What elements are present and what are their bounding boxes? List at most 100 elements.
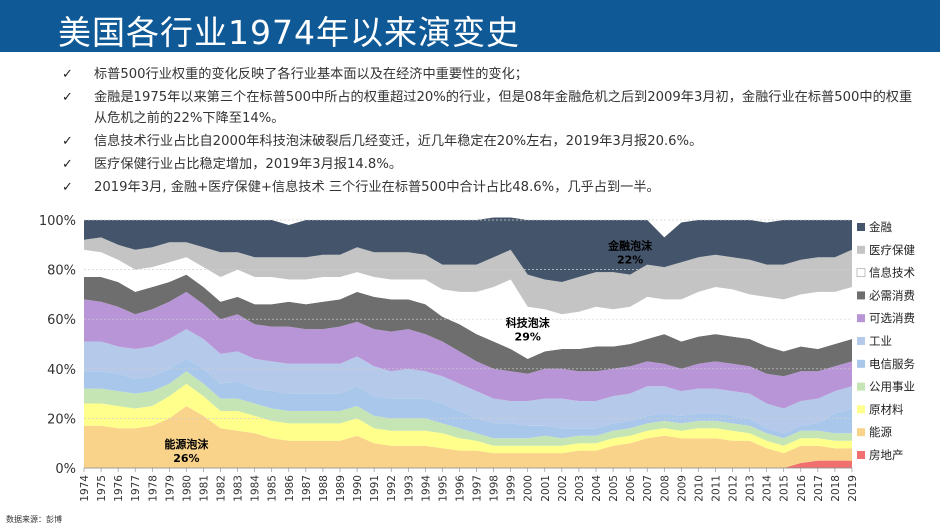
x-tick-label: 2008 [659,475,671,502]
series-area-5 [84,329,852,434]
x-tick-label: 1999 [506,475,518,502]
x-tick-label: 1975 [96,475,108,502]
legend-label: 医疗保健 [869,243,915,257]
x-tick-label: 1990 [352,475,364,502]
series-area-7 [84,274,852,377]
legend-swatch [857,359,865,368]
check-icon: ✓ [62,134,73,149]
annotation-label: 能源泡沫 [164,437,209,451]
x-tick-label: 2000 [523,475,535,502]
legend-label: 工业 [869,334,892,348]
legend-label: 可选消费 [869,311,915,325]
x-tick-label: 2002 [557,475,569,502]
page-title: 美国各行业1974年以来演变史 [58,13,520,52]
legend-label: 能源 [869,425,892,439]
bullet-item: ✓ 金融是1975年以来第三个在标普500中所占的权重超过20%的行业，但是08… [62,87,922,129]
x-tick-label: 2003 [574,475,586,502]
y-tick-label: 20% [47,412,76,427]
x-tick-label: 1976 [113,475,125,502]
annotation-value: 26% [173,452,199,465]
legend-label: 必需消费 [869,288,915,302]
x-tick-label: 2016 [796,475,808,502]
x-tick-label: 1974 [79,475,91,502]
bullet-text: 医疗保健行业占比稳定增加，2019年3月报14.8%。 [94,157,403,172]
legend-swatch [857,428,865,437]
x-tick-label: 2009 [676,475,688,502]
legend-swatch [857,245,865,254]
bullet-text: 信息技术行业占比自2000年科技泡沫破裂后几经变迁，近几年稳定在20%左右，20… [94,134,703,149]
x-tick-label: 2013 [745,475,757,502]
x-tick-label: 2007 [642,475,654,502]
x-tick-label: 2019 [847,475,859,502]
legend-swatch [857,451,865,459]
y-tick-label: 100% [39,214,76,229]
title-bar: 美国各行业1974年以来演变史 [0,0,940,52]
bullet-text: 2019年3月, 金融+医疗保健+信息技术 三个行业在标普500中合计占比48.… [94,180,660,195]
stacked-area-chart: 0% 20% 40% 60% 80% 100% 1974 1975 1976 1977 1978 19… [39,214,916,502]
y-tick-label: 60% [47,313,76,328]
y-tick-label: 80% [47,264,76,279]
bullet-item: ✓ 信息技术行业占比自2000年科技泡沫破裂后几经变迁，近几年稳定在20%左右，… [62,131,922,152]
x-tick-label: 1994 [420,475,432,502]
x-tick-label: 1997 [472,475,484,502]
series-area-8 [84,249,852,359]
y-tick-label: 0% [55,462,76,477]
series-area-9 [84,237,852,315]
legend-label: 公用事业 [869,380,915,394]
legend-label: 金融 [869,220,892,234]
x-tick-label: 2011 [710,475,722,502]
check-icon: ✓ [62,90,73,105]
x-tick-label: 2001 [540,475,552,502]
y-tick-label: 40% [47,363,76,378]
legend-label: 房地产 [869,448,904,462]
x-tick-label: 2005 [608,475,620,502]
series-area-10 [84,217,852,282]
legend-swatch [857,337,865,345]
x-tick-label: 1998 [489,475,501,502]
x-tick-label: 1996 [454,475,466,502]
bullet-text: 标普500行业权重的变化反映了各行业基本面以及在经济中重要性的变化； [94,67,528,82]
x-tick-label: 1983 [233,475,245,502]
x-tick-label: 1981 [198,475,210,502]
check-icon: ✓ [62,180,73,195]
bullet-item: ✓ 医疗保健行业占比稳定增加，2019年3月报14.8%。 [62,154,922,175]
annotation-label: 科技泡沫 [506,316,551,330]
legend-swatch [857,314,865,323]
check-icon: ✓ [62,157,73,172]
x-tick-label: 2004 [591,475,603,502]
annotation-value: 29% [515,331,541,344]
bullet-text: 金融是1975年以来第三个在标普500中所占的权重超过20%的行业，但是08年金… [94,90,913,126]
x-tick-label: 1985 [267,475,279,502]
x-tick-label: 1989 [335,475,347,502]
x-tick-label: 1993 [403,475,415,502]
annotation-value: 22% [617,254,643,267]
series-area-3 [84,371,852,446]
x-tick-label: 1980 [181,475,193,502]
legend-label: 信息技术 [869,266,915,280]
bullet-item: ✓ 2019年3月, 金融+医疗保健+信息技术 三个行业在标普500中合计占比4… [62,177,922,198]
legend-swatch [857,291,865,300]
series-area-6 [84,291,852,409]
x-tick-label: 1986 [284,475,296,502]
x-tick-label: 2012 [728,475,740,502]
x-tick-label: 2015 [779,475,791,502]
legend-label: 原材料 [869,402,904,416]
x-tick-label: 1991 [369,475,381,502]
series-area-1 [84,406,852,468]
x-tick-label: 1979 [164,475,176,502]
x-tick-label: 2017 [813,475,825,502]
x-tick-label: 2018 [830,475,842,502]
bullet-list: ✓ 标普500行业权重的变化反映了各行业基本面以及在经济中重要性的变化； ✓ 金… [62,64,922,200]
x-tick-label: 1988 [318,475,330,502]
x-tick-label: 2006 [625,475,637,502]
x-tick-label: 2010 [693,475,705,502]
annotation-label: 金融泡沫 [607,239,653,253]
x-tick-label: 2014 [762,475,774,502]
x-tick-label: 1984 [250,475,262,502]
x-tick-label: 1977 [130,475,142,502]
x-tick-label: 1987 [301,475,313,502]
x-tick-label: 1978 [147,475,159,502]
legend-label: 电信服务 [869,357,915,371]
legend-swatch [857,382,865,391]
legend-swatch [856,268,866,277]
